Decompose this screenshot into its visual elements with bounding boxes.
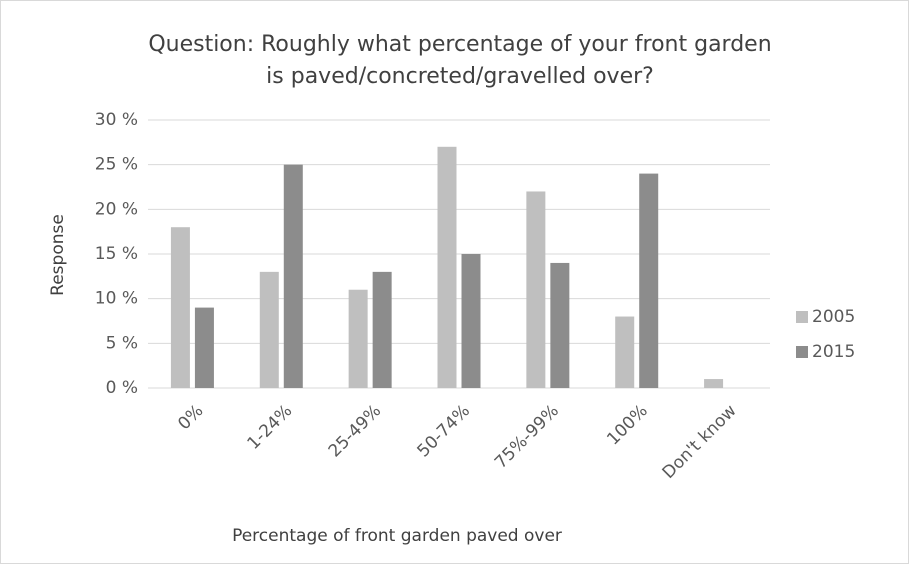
y-tick-label: 0 % [106, 378, 138, 398]
bar [170, 227, 190, 388]
y-tick-label: 5 % [106, 333, 138, 353]
x-axis-title: Percentage of front garden paved over [232, 526, 562, 546]
bar [526, 191, 546, 388]
y-tick-label: 15 % [95, 244, 138, 264]
bar [348, 289, 368, 388]
bar [259, 271, 279, 388]
legend-label: 2005 [812, 307, 855, 327]
bar [283, 164, 303, 388]
bar [704, 379, 724, 388]
y-tick-label: 25 % [95, 155, 138, 175]
y-tick-label: 30 % [95, 110, 138, 130]
bar [615, 316, 635, 388]
y-tick-label: 10 % [95, 289, 138, 309]
bar [437, 146, 457, 388]
legend-swatch [796, 346, 808, 358]
y-axis-title: Response [48, 214, 68, 296]
chart-title: Question: Roughly what percentage of you… [148, 32, 771, 57]
bar [461, 254, 481, 388]
chart-title: is paved/concreted/gravelled over? [266, 64, 654, 89]
legend-label: 2015 [812, 342, 855, 362]
bar [639, 173, 659, 388]
legend-swatch [796, 311, 808, 323]
y-tick-label: 20 % [95, 199, 138, 219]
bar [550, 262, 570, 388]
bar [194, 307, 214, 388]
bar [372, 271, 392, 388]
